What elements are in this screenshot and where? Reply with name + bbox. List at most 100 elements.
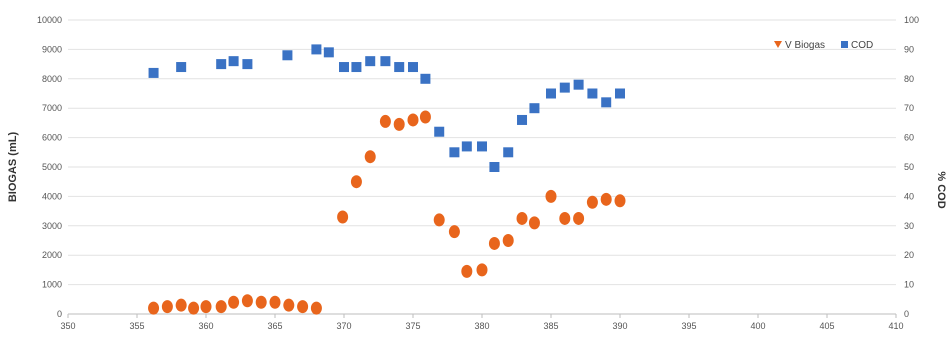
v-biogas-point — [614, 194, 626, 208]
cod-point — [573, 79, 584, 90]
v-biogas-point — [433, 213, 445, 227]
left-tick-label: 5000 — [42, 162, 62, 172]
data-points — [148, 44, 626, 315]
cod-point — [394, 62, 405, 73]
x-tick-label: 360 — [198, 321, 213, 331]
cod-point — [365, 56, 376, 67]
v-biogas-point — [297, 300, 309, 314]
x-tick-label: 375 — [405, 321, 420, 331]
v-biogas-point — [350, 175, 362, 189]
cod-point — [228, 56, 239, 67]
v-biogas-point — [188, 301, 200, 315]
right-tick-label: 100 — [904, 15, 919, 25]
left-tick-label: 4000 — [42, 191, 62, 201]
v-biogas-point — [283, 298, 295, 312]
left-tick-label: 8000 — [42, 74, 62, 84]
v-biogas-point — [241, 294, 253, 308]
cod-point — [216, 59, 227, 70]
cod-point — [420, 73, 431, 84]
x-tick-label: 390 — [612, 321, 627, 331]
right-tick-label: 80 — [904, 74, 914, 84]
v-biogas-point — [586, 195, 598, 209]
v-biogas-point — [379, 114, 391, 128]
cod-point — [339, 62, 349, 73]
v-biogas-point — [161, 300, 173, 314]
v-biogas-point — [559, 211, 571, 225]
v-biogas-point — [148, 301, 160, 315]
cod-point — [242, 59, 253, 70]
x-tick-label: 395 — [681, 321, 696, 331]
right-tick-label: 30 — [904, 221, 914, 231]
v-biogas-point — [175, 298, 187, 312]
legend-v-biogas-marker — [774, 41, 782, 48]
left-tick-label: 10000 — [37, 15, 62, 25]
cod-point — [176, 62, 187, 73]
cod-point — [517, 114, 528, 125]
x-tick-label: 365 — [267, 321, 282, 331]
legend: V Biogas COD — [774, 40, 873, 51]
left-tick-label: 7000 — [42, 103, 62, 113]
cod-point — [546, 88, 556, 99]
cod-point — [477, 141, 487, 152]
v-biogas-point — [545, 189, 557, 203]
v-biogas-point — [393, 117, 405, 131]
v-biogas-point — [200, 300, 212, 314]
x-tick-label: 380 — [474, 321, 489, 331]
right-tick-label: 40 — [904, 191, 914, 201]
x-tick-label: 410 — [888, 321, 903, 331]
cod-point — [311, 44, 322, 55]
cod-point — [601, 97, 612, 108]
v-biogas-point — [419, 110, 431, 124]
v-biogas-point — [337, 210, 349, 224]
left-tick-label: 1000 — [42, 280, 62, 290]
v-biogas-point — [407, 113, 419, 127]
left-tick-label: 2000 — [42, 250, 62, 260]
legend-cod-marker — [841, 41, 848, 48]
x-tick-label: 370 — [336, 321, 351, 331]
left-tick-label: 9000 — [42, 44, 62, 54]
cod-point — [351, 62, 362, 73]
v-biogas-point — [364, 150, 376, 164]
v-biogas-point — [502, 234, 514, 247]
x-tick-label: 350 — [60, 321, 75, 331]
v-biogas-point — [228, 295, 240, 309]
cod-point — [148, 67, 159, 78]
left-tick-label: 0 — [57, 309, 62, 319]
v-biogas-point — [600, 192, 612, 206]
v-biogas-point — [516, 211, 528, 225]
v-biogas-point — [476, 263, 488, 277]
v-biogas-point — [448, 225, 460, 239]
v-biogas-point — [215, 300, 227, 314]
right-tick-label: 60 — [904, 133, 914, 143]
left-axis-title: BIOGAS (mL) — [7, 132, 19, 203]
cod-point — [615, 88, 625, 99]
cod-point — [408, 62, 418, 73]
cod-point — [434, 126, 445, 137]
x-axis-ticks: 350 355 360 365 370 375 380 385 390 395 400 405 410 — [60, 314, 904, 331]
v-biogas-point — [573, 211, 585, 225]
v-biogas-point — [269, 295, 281, 309]
right-axis-title: % COD — [935, 171, 947, 208]
right-axis-ticks: 0 10 20 30 40 50 60 70 80 90 100 — [904, 15, 919, 319]
cod-point — [489, 162, 500, 172]
legend-v-biogas-label: V Biogas — [785, 40, 825, 51]
cod-point — [587, 88, 598, 99]
cod-point — [529, 103, 540, 114]
legend-cod-label: COD — [851, 40, 873, 51]
cod-point — [282, 50, 293, 61]
v-biogas-point — [310, 301, 322, 315]
v-biogas-point — [255, 295, 267, 309]
x-tick-label: 400 — [750, 321, 765, 331]
v-biogas-point — [461, 264, 473, 278]
x-tick-label: 355 — [129, 321, 144, 331]
left-tick-label: 3000 — [42, 221, 62, 231]
right-tick-label: 90 — [904, 44, 914, 54]
right-tick-label: 0 — [904, 309, 909, 319]
left-tick-label: 6000 — [42, 133, 62, 143]
left-axis-ticks: 0 1000 2000 3000 4000 5000 6000 7000 8000 9000 100… — [37, 15, 62, 319]
cod-point — [503, 147, 514, 158]
cod-point — [380, 56, 391, 67]
v-biogas-point — [488, 236, 500, 250]
right-tick-label: 10 — [904, 280, 914, 290]
